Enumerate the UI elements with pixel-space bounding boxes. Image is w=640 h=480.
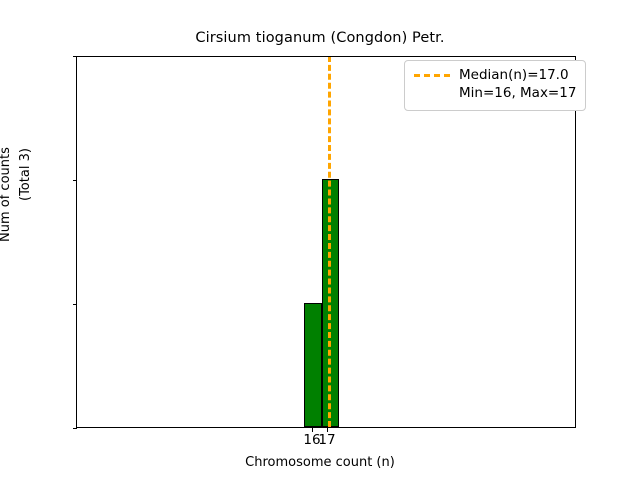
y-tick-mark-3	[72, 56, 77, 57]
bar-16	[304, 303, 322, 427]
y-tick-mark-1	[72, 304, 77, 305]
median-line	[328, 57, 331, 427]
x-tick-mark-16	[312, 428, 313, 432]
legend-label-minmax: Min=16, Max=17	[459, 84, 577, 101]
x-axis-label: Chromosome count (n)	[245, 455, 395, 470]
y-tick-mark-0	[72, 428, 77, 429]
x-tick-mark-17	[327, 428, 328, 432]
plot-area	[76, 56, 576, 428]
legend-dashed-line-icon	[414, 67, 450, 84]
legend-text-group: Median(n)=17.0 Min=16, Max=17	[459, 67, 576, 103]
plot-inner	[77, 57, 575, 427]
x-tick-label-16: 16	[303, 432, 321, 448]
legend: Median(n)=17.0 Min=16, Max=17	[404, 60, 587, 111]
chart-title: Cirsium tioganum (Congdon) Petr.	[195, 30, 445, 46]
legend-label-median: Median(n)=17.0	[459, 67, 569, 83]
y-axis-label-total: (Total 3)	[18, 148, 33, 201]
y-axis-label: Num of counts	[0, 147, 13, 242]
x-tick-label-17: 17	[318, 432, 336, 448]
y-tick-mark-2	[72, 180, 77, 181]
